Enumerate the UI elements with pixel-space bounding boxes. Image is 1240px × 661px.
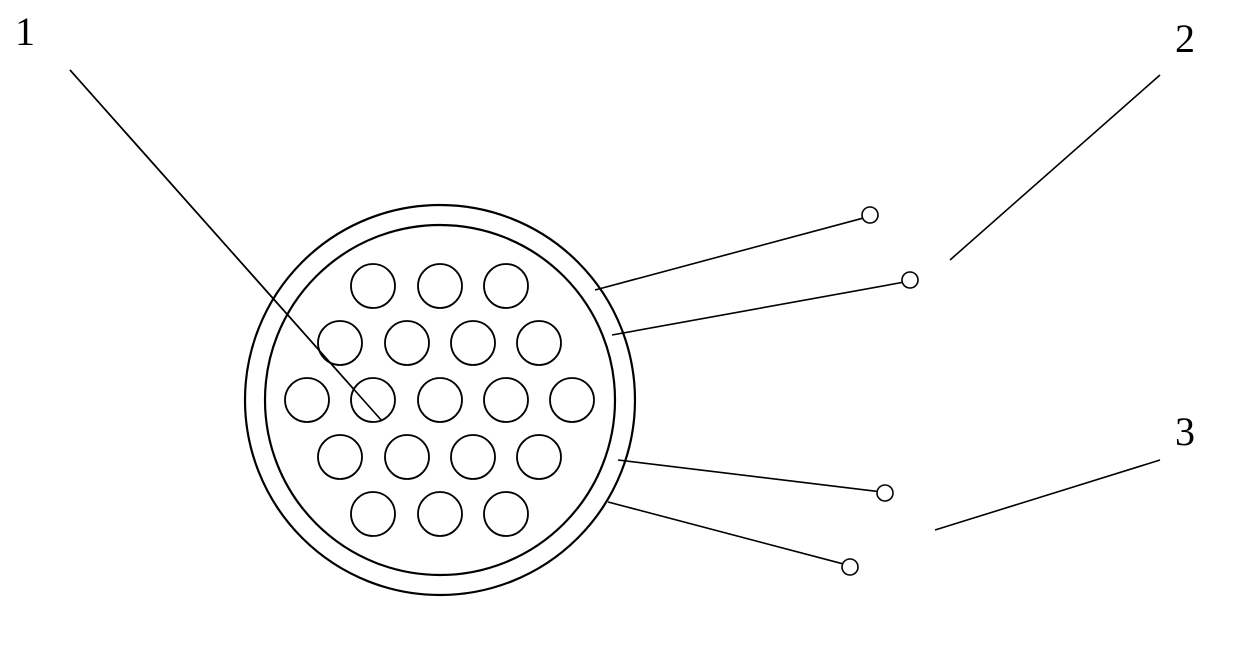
strand-dot [418,492,462,536]
strand-dot [351,492,395,536]
strand-dot [550,378,594,422]
strand-dot [418,378,462,422]
label-1: 1 [15,9,35,54]
strand-dot [385,321,429,365]
strand-dot [451,435,495,479]
strand-dot [517,435,561,479]
strand-dot [318,321,362,365]
strand-dot [484,264,528,308]
label-2: 2 [1175,16,1195,61]
strand-dot [385,435,429,479]
strand-dot [351,264,395,308]
strand-dot [285,378,329,422]
strand-dot [351,378,395,422]
strand-dot [517,321,561,365]
strand-dot [484,492,528,536]
strand-dot [418,264,462,308]
strand-dot [451,321,495,365]
strand-dot [318,435,362,479]
label-3: 3 [1175,409,1195,454]
strand-dot [484,378,528,422]
